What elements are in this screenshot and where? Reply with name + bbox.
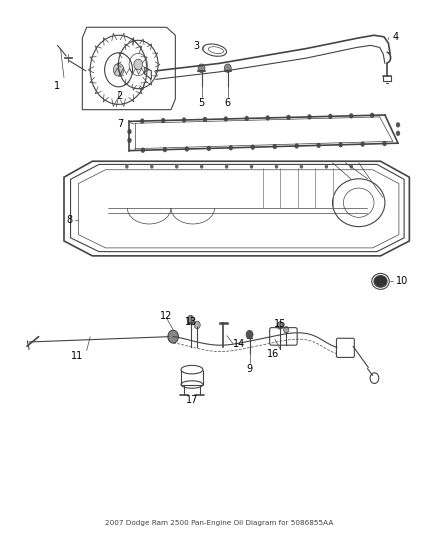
- Circle shape: [246, 330, 253, 339]
- Circle shape: [113, 63, 124, 76]
- Circle shape: [317, 143, 321, 148]
- Text: 10: 10: [396, 277, 409, 286]
- Circle shape: [175, 165, 178, 168]
- Text: 8: 8: [67, 215, 73, 225]
- Circle shape: [294, 143, 299, 149]
- Circle shape: [265, 115, 270, 120]
- Circle shape: [203, 117, 207, 122]
- Circle shape: [207, 146, 211, 151]
- Text: 2: 2: [117, 91, 123, 101]
- Circle shape: [182, 117, 186, 123]
- Circle shape: [150, 165, 154, 168]
- Circle shape: [125, 165, 129, 168]
- Text: 17: 17: [186, 395, 198, 406]
- Circle shape: [250, 165, 253, 168]
- Text: 7: 7: [118, 119, 124, 129]
- Text: 16: 16: [268, 349, 280, 359]
- Circle shape: [396, 131, 400, 136]
- Text: 6: 6: [225, 98, 231, 108]
- Circle shape: [140, 118, 145, 124]
- Circle shape: [349, 113, 353, 118]
- Circle shape: [141, 148, 145, 153]
- Text: 9: 9: [247, 364, 253, 374]
- Text: 5: 5: [198, 98, 205, 108]
- Text: 11: 11: [71, 351, 83, 361]
- Circle shape: [127, 138, 132, 143]
- Circle shape: [300, 165, 303, 168]
- Circle shape: [272, 144, 277, 149]
- Circle shape: [127, 129, 132, 134]
- Circle shape: [224, 64, 231, 72]
- Circle shape: [161, 118, 166, 123]
- Circle shape: [284, 327, 289, 333]
- Circle shape: [339, 142, 343, 148]
- Circle shape: [325, 165, 328, 168]
- Circle shape: [229, 145, 233, 150]
- Text: 1: 1: [54, 81, 60, 91]
- Text: 2007 Dodge Ram 2500 Pan-Engine Oil Diagram for 5086855AA: 2007 Dodge Ram 2500 Pan-Engine Oil Diagr…: [105, 520, 333, 526]
- Circle shape: [200, 165, 203, 168]
- Circle shape: [277, 322, 283, 329]
- Ellipse shape: [374, 276, 387, 287]
- Circle shape: [251, 144, 255, 150]
- Circle shape: [224, 116, 228, 122]
- Text: 14: 14: [233, 338, 245, 349]
- Circle shape: [328, 114, 332, 119]
- Circle shape: [187, 316, 194, 324]
- Text: 4: 4: [393, 32, 399, 42]
- Circle shape: [286, 115, 291, 120]
- Circle shape: [194, 321, 200, 329]
- Circle shape: [275, 165, 278, 168]
- Circle shape: [396, 122, 400, 127]
- Circle shape: [370, 112, 374, 118]
- Circle shape: [198, 64, 205, 72]
- Circle shape: [360, 141, 365, 147]
- Text: 13: 13: [184, 317, 197, 327]
- Circle shape: [225, 165, 228, 168]
- Circle shape: [307, 114, 311, 119]
- Circle shape: [350, 165, 353, 168]
- Text: 12: 12: [160, 311, 173, 321]
- Circle shape: [185, 147, 189, 152]
- Circle shape: [382, 141, 387, 146]
- Circle shape: [134, 59, 143, 70]
- Circle shape: [162, 147, 167, 152]
- Circle shape: [168, 330, 178, 343]
- Circle shape: [244, 116, 249, 121]
- Text: 15: 15: [274, 319, 286, 329]
- Text: 3: 3: [193, 41, 199, 51]
